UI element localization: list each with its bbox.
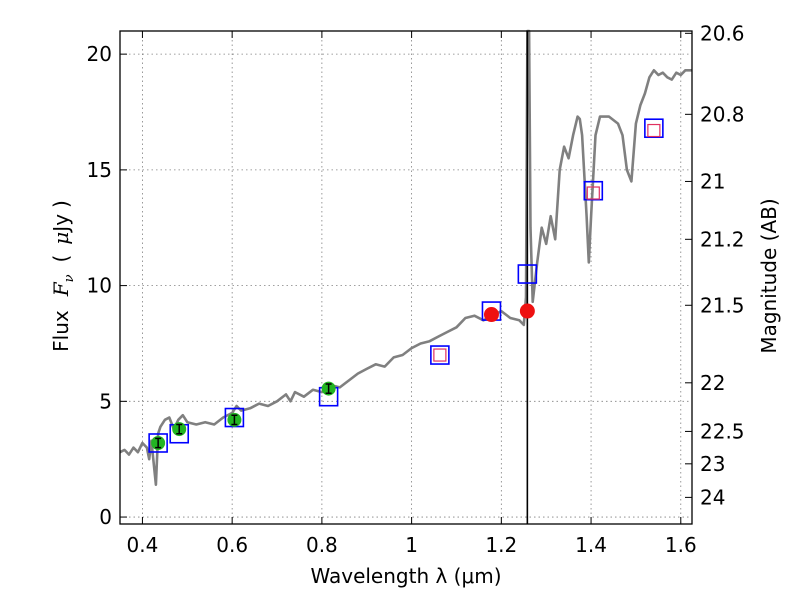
y2-tick-label-8: 24 <box>700 485 725 509</box>
inner-template-square-0 <box>433 348 447 362</box>
x-tick-label-0: 0.4 <box>127 533 159 557</box>
y2-tick-label-0: 20.6 <box>700 21 745 45</box>
y-tick-label-3: 15 <box>87 158 112 182</box>
y-tick-label-0: 0 <box>99 505 112 529</box>
inner-template-square-1 <box>586 186 600 200</box>
svg-text:FluxFν(μJy): FluxFν(μJy) <box>49 200 77 352</box>
y2-tick-label-5: 22 <box>700 371 725 395</box>
x-tick-label-1: 0.6 <box>216 533 248 557</box>
grid <box>120 31 692 524</box>
y2-axis-label: Magnitude (AB) <box>757 198 781 353</box>
y2-tick-label-6: 22.5 <box>700 419 745 443</box>
x-tick-label-2: 0.8 <box>306 533 338 557</box>
y-tick-label-1: 5 <box>99 389 112 413</box>
y-axis-label: FluxFν(μJy) <box>49 200 77 352</box>
model-sed-line <box>119 29 692 486</box>
photometry-errorbar-2 <box>231 414 238 426</box>
markers-layer <box>148 118 664 453</box>
y-tick-label-4: 20 <box>87 42 112 66</box>
y2-tick-label-7: 23 <box>700 452 725 476</box>
y-tick-label-2: 10 <box>87 274 112 298</box>
x-tick-label-4: 1.2 <box>485 533 517 557</box>
model-band-square-4 <box>430 345 450 365</box>
x-tick-label-5: 1.4 <box>575 533 607 557</box>
model-band-square-6 <box>517 264 538 284</box>
x-axis-label: Wavelength λ (μm) <box>310 564 501 588</box>
nir-point-0 <box>483 307 499 323</box>
y2-tick-label-1: 20.8 <box>700 102 745 126</box>
x-tick-label-3: 1 <box>405 533 418 557</box>
plot-frame <box>119 30 693 525</box>
model-band-square-8 <box>644 118 664 139</box>
nir-point-1 <box>519 303 535 319</box>
photometry-errorbar-0 <box>155 437 162 449</box>
y2-tick-label-4: 21.5 <box>700 293 745 317</box>
model-band-square-7 <box>583 180 604 201</box>
y2-tick-label-3: 21.2 <box>700 227 745 251</box>
model-sed-layer <box>119 29 692 486</box>
photometry-errorbar-1 <box>176 423 183 435</box>
ticks-layer: 0.4 0.6 0.8 1 1.2 1.4 1.6 0 5 10 15 20 20.6 20.8 21 21.… <box>87 21 745 557</box>
y2-tick-label-2: 21 <box>700 169 725 193</box>
photometry-errorbar-3 <box>325 383 332 394</box>
x-tick-label-6: 1.6 <box>665 533 697 557</box>
inner-template-square-2 <box>647 123 661 138</box>
model-band-square-0 <box>148 433 168 453</box>
